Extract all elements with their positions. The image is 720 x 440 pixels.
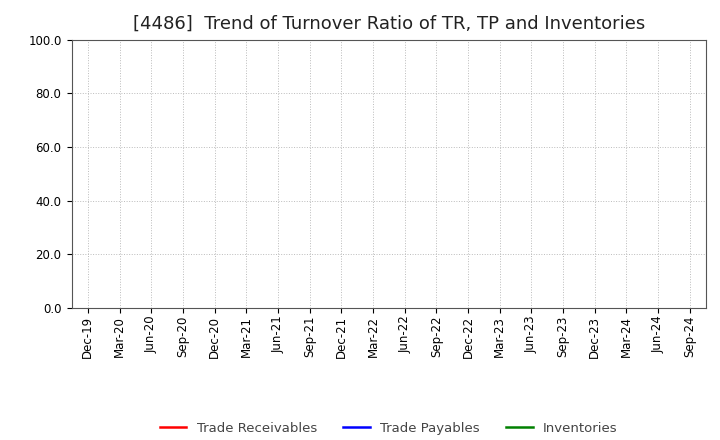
Legend: Trade Receivables, Trade Payables, Inventories: Trade Receivables, Trade Payables, Inven… [155, 417, 623, 440]
Title: [4486]  Trend of Turnover Ratio of TR, TP and Inventories: [4486] Trend of Turnover Ratio of TR, TP… [132, 15, 645, 33]
